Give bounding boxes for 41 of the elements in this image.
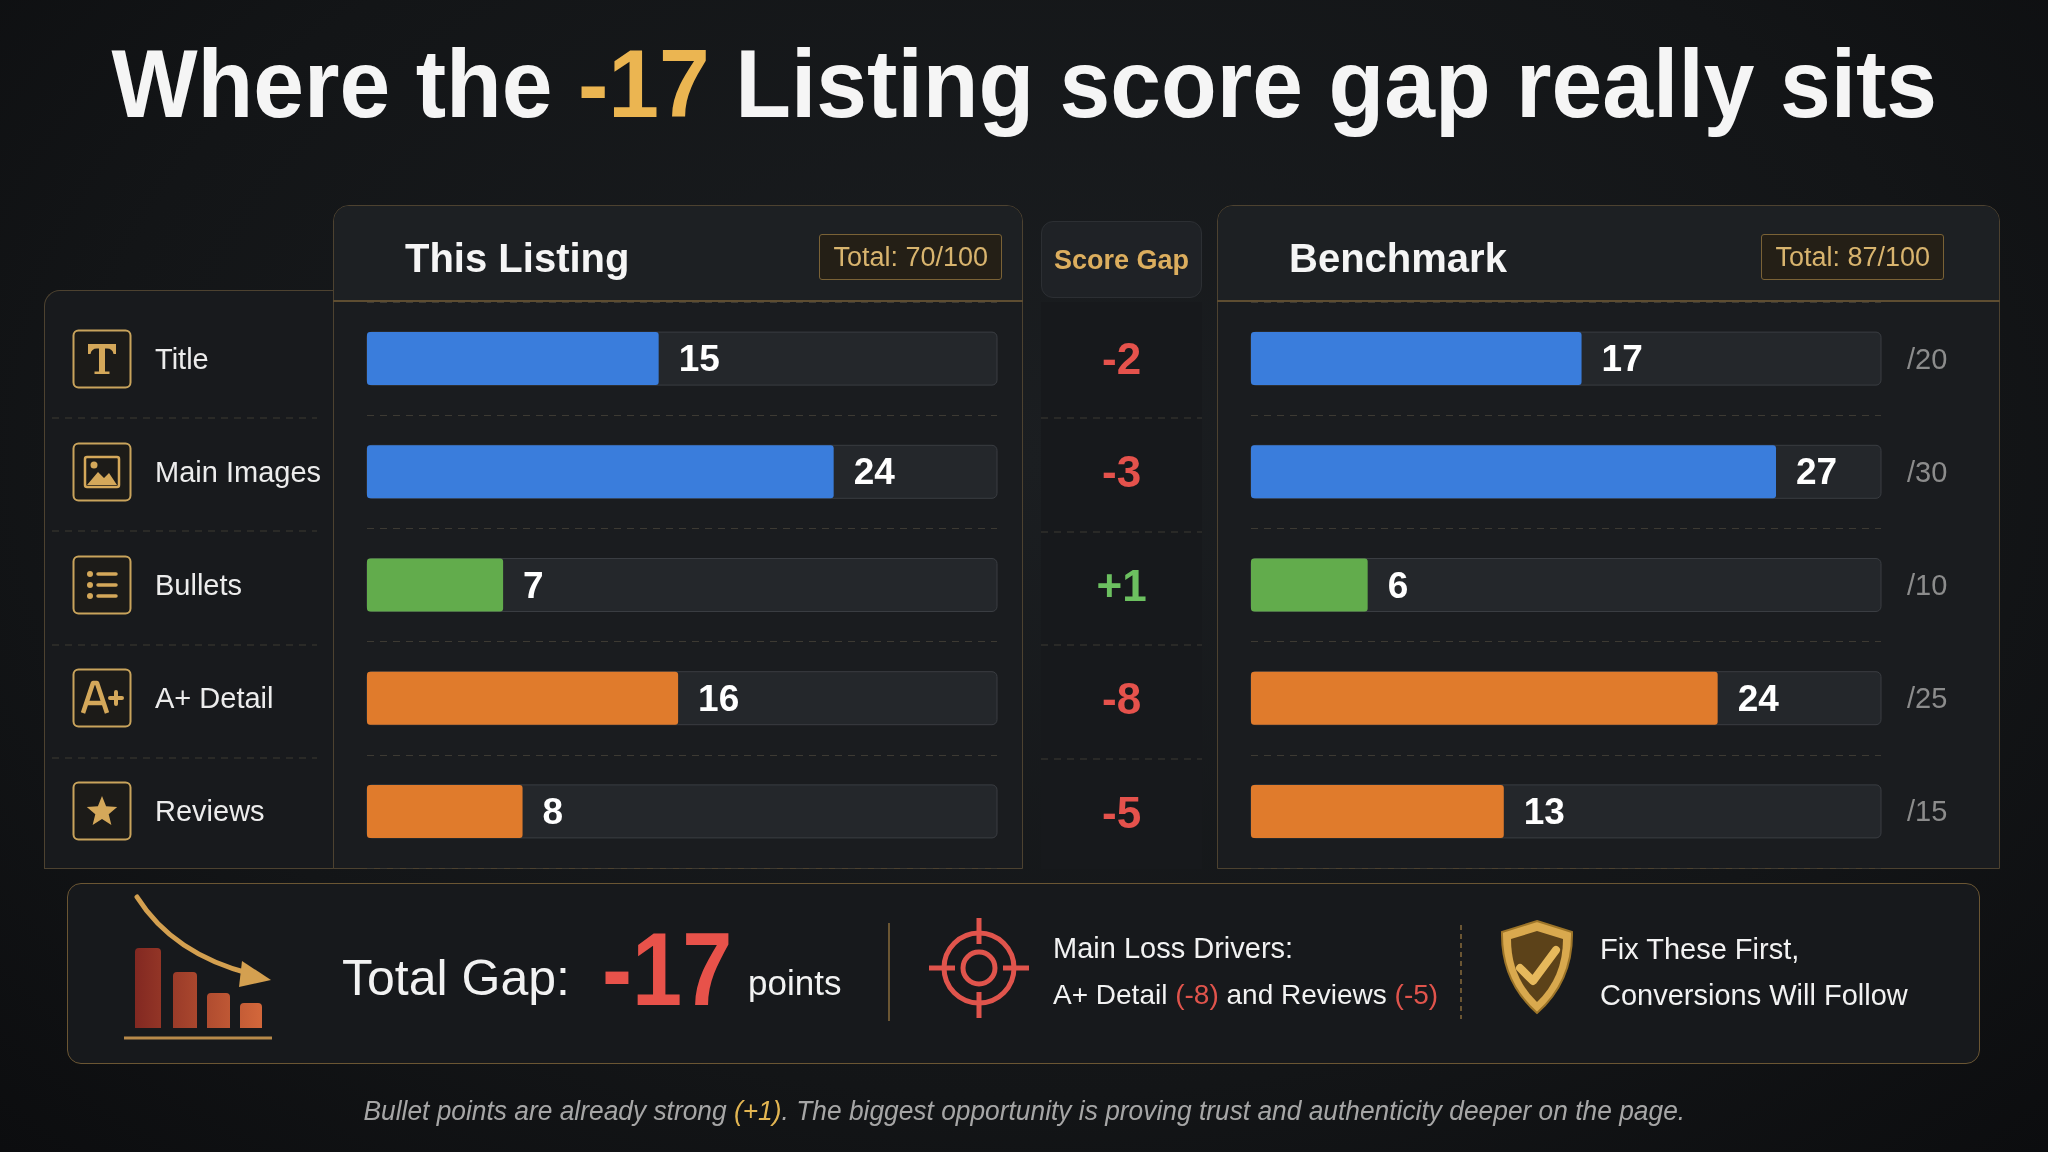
text: Fix These First, Conversions Will Follow — [1600, 931, 1909, 1013]
chart-title: This Listing — [405, 235, 630, 283]
y-tick-label: Reviews — [155, 795, 265, 828]
text: Main Loss Drivers: — [1053, 931, 1294, 967]
text: /10 — [1907, 569, 1948, 601]
y-tick-label: Bullets — [155, 569, 243, 601]
y-tick-label: Title — [155, 342, 209, 375]
text: /20 — [1907, 342, 1948, 375]
text: Score Gap — [1054, 243, 1190, 276]
data-label: 13 — [1523, 790, 1565, 832]
data-label: 27 — [1796, 451, 1838, 493]
text: +1 — [1096, 559, 1147, 612]
bar — [1251, 558, 1368, 612]
text: Bullet points are already strong (+1). The biggest opportunity is proving trust and authenticity deeper on the page. — [363, 1094, 1685, 1127]
text: Total: 87/100 — [1761, 234, 1944, 280]
data-label: 7 — [523, 564, 544, 606]
data-label: 24 — [853, 451, 896, 493]
chart-title: Benchmark — [1289, 235, 1507, 283]
data-label: 8 — [542, 790, 564, 832]
text: A+ Detail (-8) and Reviews (-5) — [1053, 978, 1439, 1013]
data-label: 16 — [698, 677, 740, 719]
text: /30 — [1907, 455, 1948, 488]
text: Where the -17 Listing score gap really sits — [110, 29, 1937, 140]
text: -2 — [1102, 332, 1142, 385]
data-label: 17 — [1601, 338, 1643, 380]
y-tick-label: Main Images — [155, 455, 322, 488]
text: points — [748, 961, 842, 1004]
text: Total Gap: — [342, 948, 570, 1008]
bar — [367, 784, 523, 838]
y-tick-label: A+ Detail — [155, 682, 274, 715]
text: -5 — [1102, 786, 1142, 839]
data-label: 24 — [1737, 677, 1780, 719]
data-label: 15 — [678, 338, 720, 380]
text: Total: 70/100 — [819, 234, 1002, 280]
text: -8 — [1102, 673, 1142, 726]
text: -17 — [602, 910, 733, 1030]
text: -3 — [1102, 446, 1142, 499]
text: /15 — [1907, 795, 1948, 828]
bar — [367, 558, 504, 612]
data-label: 6 — [1387, 564, 1409, 606]
text: /25 — [1907, 682, 1948, 715]
